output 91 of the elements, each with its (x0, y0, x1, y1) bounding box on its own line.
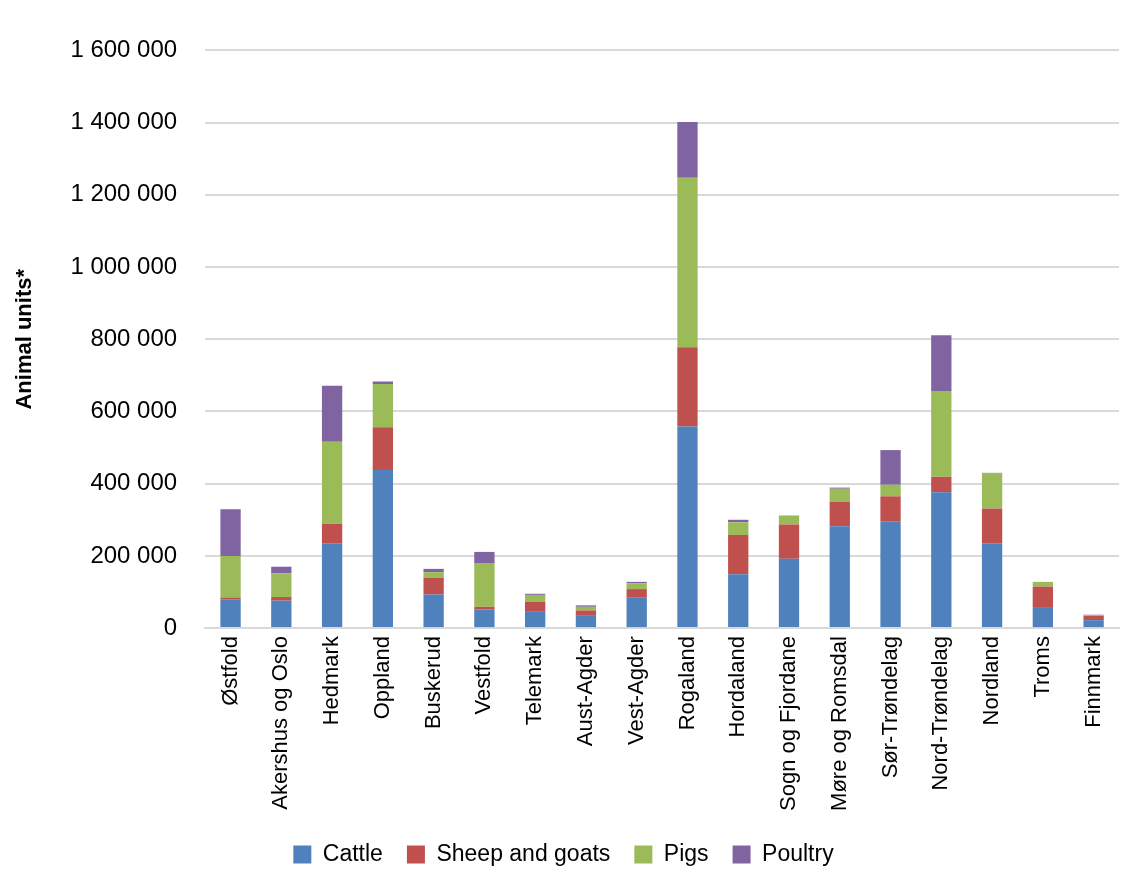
bar (423, 568, 444, 573)
bar (321, 543, 343, 628)
bar (1083, 615, 1104, 621)
bar (931, 492, 952, 628)
bar (880, 484, 901, 497)
bar (372, 381, 394, 385)
x-tick-label: Hedmark (318, 635, 344, 726)
bar (931, 390, 952, 477)
bar (677, 177, 698, 348)
y-tick-label: 1 400 000 (70, 107, 178, 135)
bar (1032, 607, 1053, 628)
bar (677, 426, 698, 628)
y-tick-label: 600 000 (90, 396, 178, 424)
y-tick-label: 200 000 (90, 540, 178, 568)
y-tick-label: 1 600 000 (70, 35, 178, 63)
bar (778, 524, 800, 559)
bar (321, 523, 343, 544)
bar (220, 555, 241, 598)
y-tick-label: 1 000 000 (70, 251, 178, 279)
x-tick-label: Nord-Trøndelag (927, 636, 953, 791)
x-tick-label: Akershus og Oslo (267, 636, 293, 810)
bar (829, 488, 850, 502)
bar (880, 450, 901, 485)
x-tick-label: Østfold (216, 636, 242, 706)
y-tick-label: 400 000 (90, 468, 178, 496)
bar (220, 509, 241, 556)
bar (271, 566, 292, 574)
x-tick-label: Telemark (521, 635, 547, 726)
bar (271, 573, 292, 598)
bar (321, 385, 343, 442)
bar (423, 572, 444, 578)
bar (880, 496, 901, 522)
bar (474, 563, 495, 607)
bar (728, 522, 749, 535)
legend-label: Poultry (762, 839, 835, 866)
bar (423, 594, 444, 628)
y-tick-label: 800 000 (90, 323, 178, 351)
legend-label: Sheep and goats (436, 839, 611, 866)
bar (778, 558, 800, 628)
legend-label: Pigs (663, 839, 709, 866)
x-tick-label: Rogaland (673, 636, 699, 731)
bar (829, 501, 850, 527)
bar (626, 597, 647, 628)
bar (677, 121, 698, 178)
y-axis-title: Animal units* (11, 268, 37, 410)
bar (525, 594, 546, 602)
bar (981, 543, 1003, 628)
x-tick-label: Hordaland (724, 636, 750, 738)
bar (271, 600, 292, 628)
x-tick-label: Nordland (978, 636, 1004, 726)
bar (677, 347, 698, 427)
bar (880, 521, 901, 628)
bar (728, 534, 749, 575)
bar (1083, 620, 1104, 628)
bar (728, 574, 749, 628)
bar (575, 615, 597, 628)
bar (1032, 586, 1053, 608)
x-tick-label: Sogn og Fjordane (775, 636, 801, 811)
bar (372, 469, 394, 628)
bar (626, 589, 647, 598)
x-tick-label: Buskerud (419, 636, 445, 730)
bar (931, 476, 952, 493)
bar (474, 609, 495, 628)
x-tick-label: Vestfold (470, 636, 496, 715)
bar (372, 384, 394, 428)
bar (525, 601, 546, 612)
bar (423, 577, 444, 595)
bar (372, 427, 394, 470)
bar (271, 597, 292, 601)
x-tick-label: Møre og Romsdal (825, 636, 851, 811)
bar (575, 610, 597, 616)
bar (220, 599, 241, 628)
x-tick-label: Finnmark (1079, 635, 1105, 728)
x-tick-label: Troms (1028, 636, 1054, 698)
bar (474, 551, 495, 564)
bar (525, 611, 546, 628)
bar (778, 515, 800, 525)
bar (1032, 581, 1053, 587)
legend-label: Cattle (322, 839, 383, 866)
x-tick-label: Oppland (368, 636, 394, 720)
bar (321, 441, 343, 524)
bar (981, 473, 1003, 509)
y-tick-label: 0 (163, 612, 178, 640)
x-tick-label: Aust-Agder (571, 636, 597, 747)
bar (981, 508, 1003, 544)
bar (829, 526, 850, 628)
bar (931, 335, 952, 391)
x-tick-label: Sør-Trøndelag (876, 636, 902, 779)
bar (626, 583, 647, 590)
y-tick-label: 1 200 000 (70, 179, 178, 207)
x-tick-label: Vest-Agder (622, 636, 648, 745)
